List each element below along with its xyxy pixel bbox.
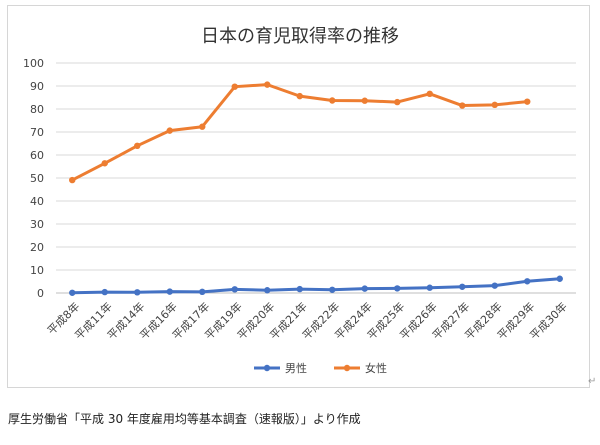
data-point <box>524 278 531 285</box>
data-point <box>426 90 433 98</box>
data-point <box>394 98 401 106</box>
paragraph-mark: ↵ <box>588 376 597 387</box>
legend-label: 女性 <box>365 361 387 375</box>
data-point <box>166 288 173 295</box>
data-point <box>329 97 336 104</box>
series-2 <box>69 81 531 184</box>
data-point <box>231 286 238 293</box>
x-axis-ticks: 平成8年平成11年平成14年平成16年平成17年平成19年平成20年平成21年平… <box>44 299 570 342</box>
data-point <box>524 98 531 105</box>
data-point <box>296 285 303 293</box>
data-point <box>264 287 271 294</box>
data-point <box>69 176 76 184</box>
data-point <box>296 92 303 100</box>
y-axis-ticks: 0 10 20 30 40 50 60 70 80 90 100 <box>23 57 44 300</box>
series-line <box>72 277 560 295</box>
line-chart: 日本の育児取得率の推移 0 10 20 30 40 50 60 70 80 90 100 平成8年平… <box>23 26 576 375</box>
data-point <box>459 283 466 290</box>
y-tick-label: 30 <box>30 218 44 231</box>
data-point <box>134 289 141 296</box>
y-tick-label: 10 <box>30 264 44 277</box>
data-point <box>134 142 141 149</box>
data-point <box>199 288 206 296</box>
data-point <box>166 127 173 134</box>
y-tick-label: 80 <box>30 103 44 116</box>
data-point <box>556 275 563 282</box>
series-1 <box>69 275 563 296</box>
y-tick-label: 60 <box>30 149 44 162</box>
legend-marker <box>263 364 271 372</box>
data-point <box>361 285 368 292</box>
chart-frame: 日本の育児取得率の推移 0 10 20 30 40 50 60 70 80 90 100 平成8年平… <box>7 5 590 388</box>
y-tick-label: 70 <box>30 126 44 139</box>
y-tick-label: 40 <box>30 195 44 208</box>
data-point <box>101 160 108 167</box>
data-point <box>426 284 433 291</box>
source-caption: 厚生労働省「平成 30 年度雇用均等基本調査（速報版）」より作成 <box>8 412 361 426</box>
legend-label: 男性 <box>285 361 307 375</box>
data-point <box>69 289 76 296</box>
series-lines <box>69 81 563 296</box>
data-point <box>459 102 466 109</box>
y-tick-label: 90 <box>30 80 44 93</box>
data-point <box>491 101 498 109</box>
data-point <box>264 81 271 88</box>
legend: 男性 女性 <box>254 361 387 375</box>
legend-marker <box>343 364 351 372</box>
data-point <box>491 282 498 289</box>
y-tick-label: 20 <box>30 241 44 254</box>
data-point <box>199 123 206 130</box>
data-point <box>361 97 368 104</box>
y-tick-label: 100 <box>23 57 44 70</box>
data-point <box>101 288 108 296</box>
y-tick-label: 0 <box>37 287 44 300</box>
data-point <box>231 83 238 90</box>
data-point <box>394 285 401 292</box>
chart-title: 日本の育児取得率の推移 <box>201 26 399 47</box>
y-tick-label: 50 <box>30 172 44 185</box>
data-point <box>329 286 336 293</box>
